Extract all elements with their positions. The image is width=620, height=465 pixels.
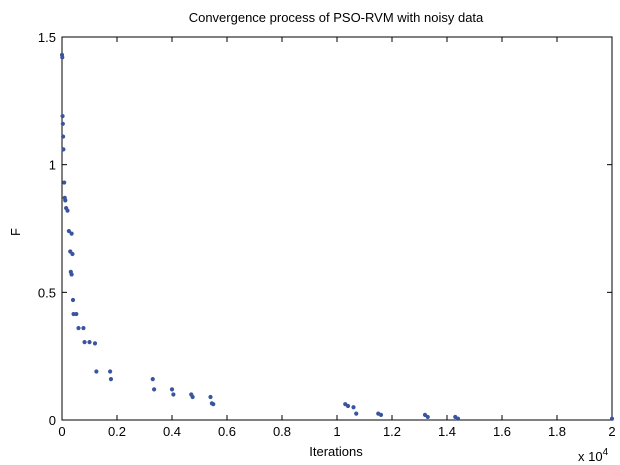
x-tick-label: 2 xyxy=(608,424,615,439)
x-tick-label: 1.8 xyxy=(548,424,566,439)
data-point xyxy=(60,55,65,60)
data-point xyxy=(190,394,195,400)
chart-title: Convergence process of PSO-RVM with nois… xyxy=(189,10,484,25)
data-point xyxy=(82,340,87,345)
data-point xyxy=(108,369,113,374)
data-point xyxy=(68,249,73,254)
data-point xyxy=(70,251,75,257)
data-point xyxy=(609,416,615,421)
x-tick-label: 1.2 xyxy=(383,424,401,439)
data-point xyxy=(66,228,71,234)
y-tick-label: 0.5 xyxy=(38,285,56,300)
data-point xyxy=(60,114,65,119)
data-point xyxy=(425,414,430,420)
data-point xyxy=(81,325,86,331)
data-point xyxy=(61,147,66,152)
data-point xyxy=(108,377,114,382)
data-points xyxy=(59,52,615,421)
x-tick-label: 0.8 xyxy=(273,424,291,439)
x-axis-multiplier: x 104 xyxy=(578,447,609,464)
data-point xyxy=(171,392,176,397)
data-point xyxy=(87,340,92,345)
y-tick-label: 0 xyxy=(49,413,56,428)
data-point xyxy=(69,231,74,236)
data-point xyxy=(354,411,359,416)
data-point xyxy=(150,377,155,382)
y-axis: 0 0.5 1 1.5 xyxy=(38,30,612,428)
data-point xyxy=(345,403,351,409)
data-point xyxy=(211,402,216,407)
x-tick-label: 0.4 xyxy=(163,424,181,439)
data-point xyxy=(63,198,68,203)
data-point xyxy=(422,412,428,417)
data-point xyxy=(208,394,213,400)
x-axis-label: Iterations xyxy=(309,444,363,459)
x-tick-label: 1.4 xyxy=(438,424,456,439)
x-axis-multiplier-base: x 10 xyxy=(578,449,603,464)
data-point xyxy=(65,208,70,213)
data-point xyxy=(94,369,99,374)
data-point xyxy=(455,416,461,421)
data-point xyxy=(70,297,76,303)
y-tick-label: 1.5 xyxy=(38,30,56,45)
data-point xyxy=(152,387,157,392)
plot-frame xyxy=(61,36,613,421)
y-axis-label: F xyxy=(8,228,23,236)
x-tick-label: 0.6 xyxy=(218,424,236,439)
data-point xyxy=(60,121,65,126)
x-tick-label: 0 xyxy=(58,424,65,439)
data-point xyxy=(74,311,79,317)
data-point xyxy=(169,387,175,392)
data-point xyxy=(62,180,67,185)
x-tick-label: 1 xyxy=(333,424,340,439)
data-point xyxy=(69,272,74,277)
data-point xyxy=(60,134,66,139)
y-tick-label: 1 xyxy=(49,158,56,173)
x-tick-label: 1.6 xyxy=(493,424,511,439)
data-point xyxy=(92,341,98,346)
data-point xyxy=(378,412,384,417)
x-tick-label: 0.2 xyxy=(108,424,126,439)
data-point xyxy=(76,325,81,331)
x-axis-multiplier-exponent: 4 xyxy=(603,447,609,458)
x-axis: 0 0.2 0.4 0.6 0.8 1 1.2 1.4 1.6 1.8 2 xyxy=(58,37,616,439)
data-point xyxy=(351,405,356,410)
